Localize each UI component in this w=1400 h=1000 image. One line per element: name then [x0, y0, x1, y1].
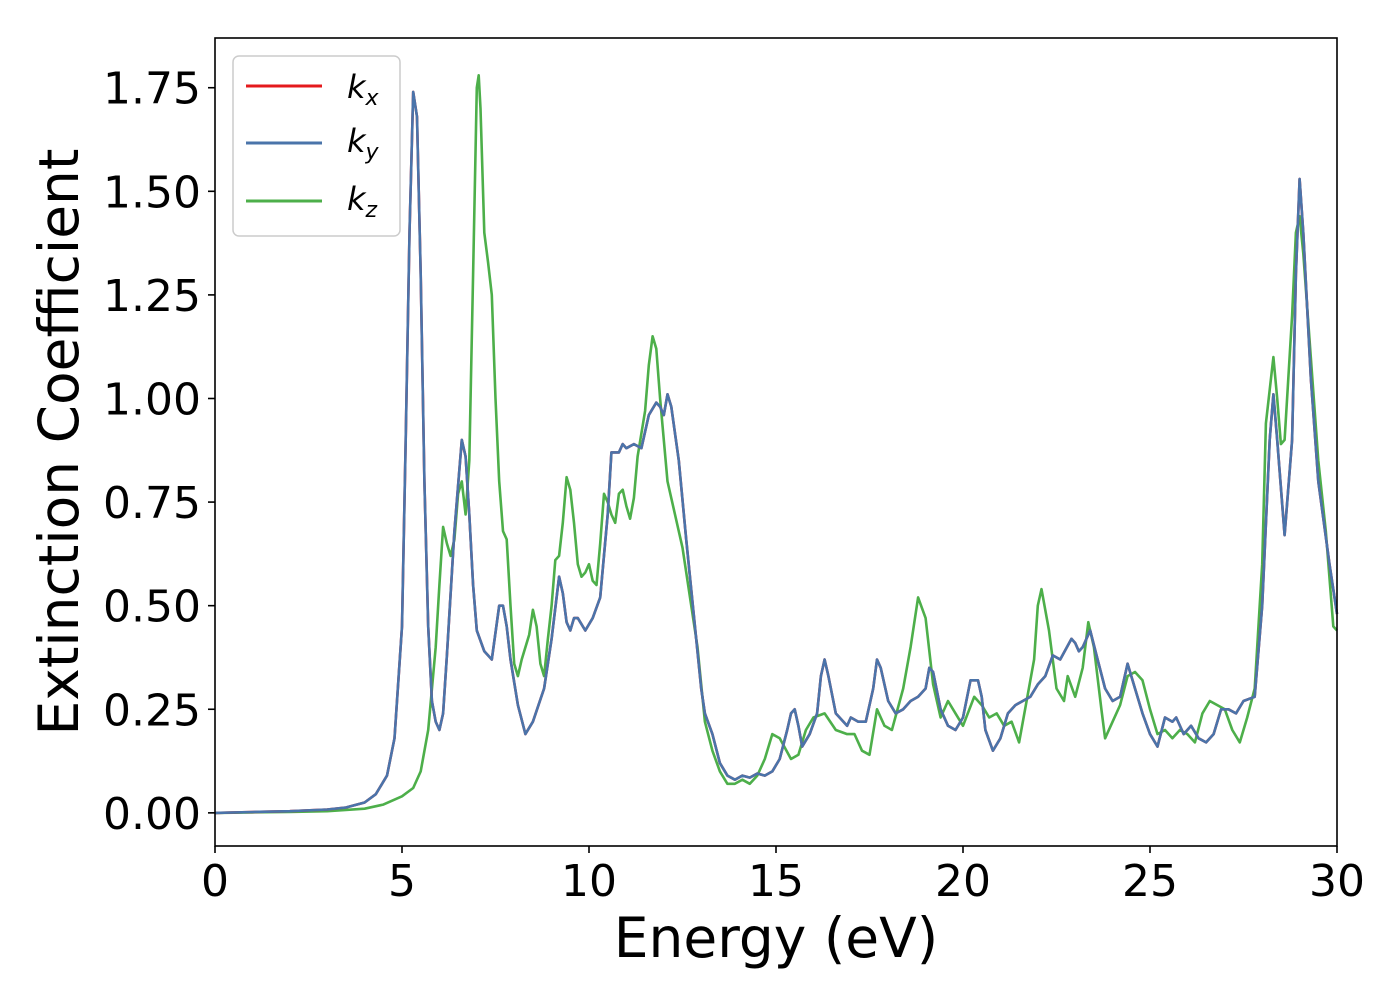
x-axis-label: Energy (eV)	[614, 906, 938, 970]
y-tick-label: 0.25	[103, 685, 201, 736]
legend: kx ky kz	[232, 55, 401, 237]
plot-lines	[214, 74, 1339, 815]
x-tick-label: 0	[201, 856, 229, 907]
y-tick-label: 1.50	[103, 167, 201, 218]
series-line-kz	[214, 74, 1338, 815]
y-tick-label: 1.00	[103, 374, 201, 425]
x-tick-label: 30	[1309, 856, 1365, 907]
x-tick-label: 25	[1122, 856, 1178, 907]
y-tick-label: 1.25	[103, 271, 201, 322]
legend-entry-ky: ky	[347, 122, 380, 165]
y-axis-label: Extinction Coefficient	[27, 149, 91, 736]
x-tick-label: 15	[748, 856, 804, 907]
x-tick-label: 5	[388, 856, 416, 907]
y-tick-label: 1.75	[103, 64, 201, 115]
series-line-ky	[214, 90, 1339, 815]
y-tick-label: 0.00	[103, 789, 201, 840]
y-tick-label: 0.50	[103, 582, 201, 633]
legend-entry-kz: kz	[347, 180, 378, 223]
x-tick-label: 20	[935, 856, 991, 907]
y-axis: 0.00 0.25 0.50 0.75 1.00 1.25 1.50 1.75	[103, 64, 215, 840]
x-tick-label: 10	[561, 856, 617, 907]
legend-frame	[232, 55, 401, 237]
x-axis: 0 5 10 15 20 25 30	[201, 846, 1365, 907]
legend-entry-kx: kx	[347, 68, 380, 111]
y-tick-label: 0.75	[103, 478, 201, 529]
